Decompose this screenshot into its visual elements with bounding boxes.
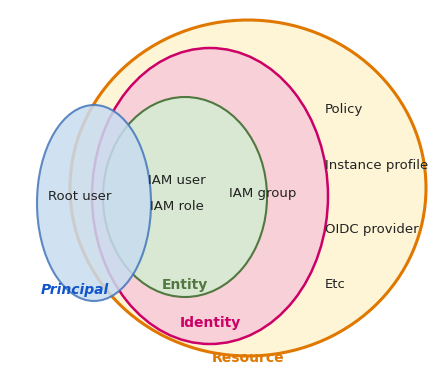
- Text: IAM role: IAM role: [150, 200, 204, 213]
- Text: Entity: Entity: [162, 278, 208, 292]
- Text: Instance profile: Instance profile: [325, 158, 428, 171]
- Text: OIDC provider: OIDC provider: [325, 223, 418, 236]
- Text: IAM user: IAM user: [148, 174, 206, 187]
- Text: Identity: Identity: [180, 316, 241, 330]
- Text: Root user: Root user: [48, 190, 112, 203]
- Ellipse shape: [92, 48, 328, 344]
- Ellipse shape: [70, 20, 426, 356]
- Text: IAM group: IAM group: [229, 187, 297, 200]
- Text: Resource: Resource: [212, 351, 284, 365]
- Text: Policy: Policy: [325, 104, 363, 116]
- Ellipse shape: [37, 105, 151, 301]
- Ellipse shape: [103, 97, 267, 297]
- Text: Principal: Principal: [41, 283, 109, 297]
- Text: Etc: Etc: [325, 279, 346, 292]
